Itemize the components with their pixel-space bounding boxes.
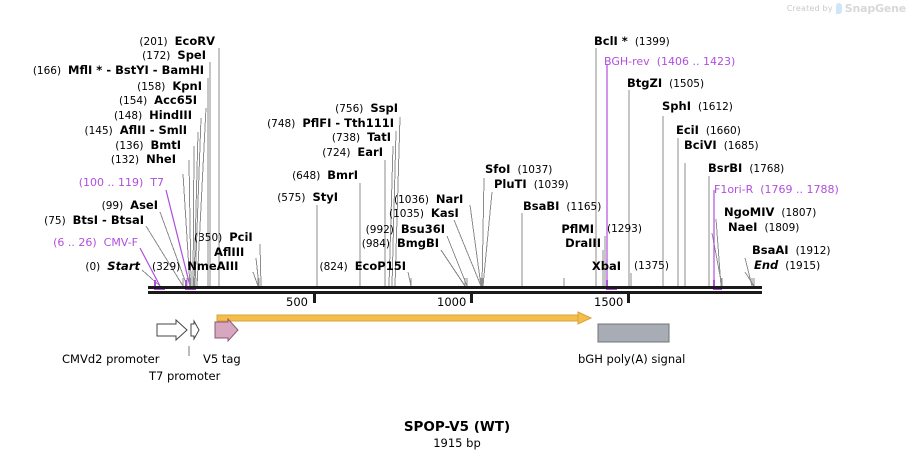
site-label-asei[interactable]: (99) AseI xyxy=(101,198,158,212)
site-label-ecop15i[interactable]: (824) EcoP15I xyxy=(319,259,406,273)
site-label-nari[interactable]: (1036) NarI xyxy=(394,192,464,206)
site-label-btgzi[interactable]: BtgZI (1505) xyxy=(627,76,705,90)
site-label-cmv-f[interactable]: (6 .. 26) CMV-F xyxy=(53,236,138,249)
feature-label-v5-tag: V5 tag xyxy=(203,352,241,366)
site-label-bsu36i[interactable]: (992) Bsu36I xyxy=(365,222,445,236)
t7-promoter-glyph xyxy=(190,319,200,341)
site-label-pluti[interactable]: PluTI (1039) xyxy=(494,177,569,191)
site-label-hindiii[interactable]: (148) HindIII xyxy=(113,108,192,122)
ruler-tick-500: 500 xyxy=(286,295,308,309)
sequence-backbone[interactable] xyxy=(0,278,914,318)
site-label-bgh-rev[interactable]: BGH-rev (1406 .. 1423) xyxy=(604,55,736,68)
feature-glyphs[interactable] xyxy=(0,317,914,360)
site-label-kpni[interactable]: (158) KpnI xyxy=(137,79,202,93)
site-label-aflii-smli[interactable]: (145) AflII - SmlI xyxy=(84,123,187,137)
snapgene-logo-icon xyxy=(835,3,842,14)
site-label-spei[interactable]: (172) SpeI xyxy=(142,48,206,62)
site-label-bmri[interactable]: (648) BmrI xyxy=(292,168,358,182)
v5-tag-glyph xyxy=(214,317,239,343)
site-label-bsrbi[interactable]: BsrBI (1768) xyxy=(708,161,785,175)
plasmid-length: 1915 bp xyxy=(433,436,481,450)
orf-arrow[interactable] xyxy=(0,311,914,328)
site-label-acc65i[interactable]: (154) Acc65I xyxy=(118,93,197,107)
site-label-bsaai[interactable]: BsaAI (1912) xyxy=(752,243,831,257)
site-label-naei[interactable]: NaeI (1809) xyxy=(728,220,800,234)
site-label-start[interactable]: (0) Start xyxy=(85,259,140,273)
snapgene-watermark: Created by SnapGene xyxy=(787,2,906,15)
site-label-sphi[interactable]: SphI (1612) xyxy=(662,99,733,113)
ruler-tick-1500: 1500 xyxy=(594,295,624,309)
site-label-end[interactable]: End (1915) xyxy=(754,258,821,272)
site-label-bcli[interactable]: BclI * (1399) xyxy=(594,34,670,48)
site-label-nmeaiii[interactable]: (329) NmeAIII xyxy=(152,259,239,273)
site-label-aflIII[interactable]: AflIII xyxy=(214,245,245,259)
site-label-f1ori-r[interactable]: F1ori-R (1769 .. 1788) xyxy=(714,183,839,196)
site-label-bcivi[interactable]: BciVI (1685) xyxy=(684,138,759,152)
feature-label-cmvd2-promoter: CMVd2 promoter xyxy=(62,352,160,366)
site-label-kasi[interactable]: (1035) KasI xyxy=(389,206,459,220)
site-label-eari[interactable]: (724) EarI xyxy=(322,145,383,159)
watermark-brand: SnapGene xyxy=(844,2,906,15)
site-label-tati[interactable]: (738) TatI xyxy=(331,130,391,144)
site-label-bmgbi[interactable]: (984) BmgBI xyxy=(361,236,439,250)
site-label-pflfi-tth111i[interactable]: (748) PflFI - Tth111I xyxy=(267,116,394,130)
site-label-sfoi[interactable]: SfoI (1037) xyxy=(485,162,553,176)
ruler-tick-1000: 1000 xyxy=(437,295,467,309)
site-label-draiii[interactable]: DraIII xyxy=(565,236,601,250)
site-label-xbai[interactable]: XbaI (1375) xyxy=(591,259,669,273)
site-label-styi[interactable]: (575) StyI xyxy=(277,190,338,204)
watermark-prefix: Created by xyxy=(786,4,833,13)
site-label-bsabi[interactable]: BsaBI (1165) xyxy=(523,199,602,213)
site-label-pcii[interactable]: (350) PciI xyxy=(194,230,253,244)
cmvd2-promoter-glyph xyxy=(156,318,188,342)
site-label-btsi-btsai[interactable]: (75) BtsI - BtsaI xyxy=(44,213,144,227)
page-title: SPOP-V5 (WT) xyxy=(403,419,511,435)
site-label-ecorv[interactable]: (201) EcoRV xyxy=(139,34,215,48)
site-label-sspi[interactable]: (756) SspI xyxy=(335,101,398,115)
site-label-nhei[interactable]: (132) NheI xyxy=(110,152,176,166)
site-label-pflmi[interactable]: PflMI (1293) xyxy=(561,222,642,236)
site-label-bmti[interactable]: (136) BmtI xyxy=(115,138,181,152)
site-label-ecii[interactable]: EciI (1660) xyxy=(676,123,741,137)
site-label-ngomiv[interactable]: NgoMIV (1807) xyxy=(724,205,817,219)
site-label-mfli-bstyi-bamhi[interactable]: (166) MflI * - BstYI - BamHI xyxy=(32,63,204,77)
feature-label-bgh-polya: bGH poly(A) signal xyxy=(578,352,686,366)
bgh-polya-glyph xyxy=(597,323,670,343)
feature-label-t7-promoter: T7 promoter xyxy=(149,369,221,383)
site-label-t7[interactable]: (100 .. 119) T7 xyxy=(78,176,164,189)
